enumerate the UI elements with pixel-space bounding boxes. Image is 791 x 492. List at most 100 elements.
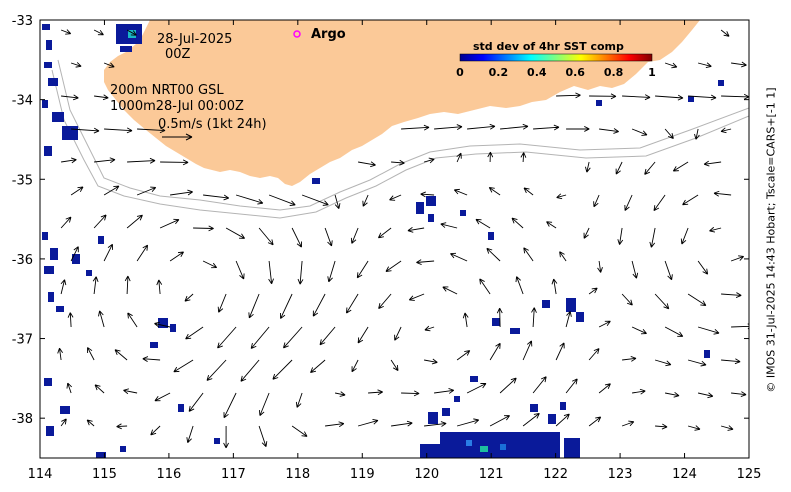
current-vector <box>467 123 496 130</box>
current-vector <box>327 260 336 283</box>
x-tick-label: 122 <box>543 467 568 482</box>
current-vector <box>720 127 732 134</box>
current-vector <box>170 189 193 196</box>
current-vector <box>489 342 501 361</box>
current-vector <box>103 62 115 68</box>
current-vector <box>357 326 369 344</box>
current-vector <box>664 128 674 139</box>
current-vector <box>154 321 171 328</box>
current-vector <box>420 191 435 198</box>
current-vector <box>94 94 109 101</box>
current-vector <box>389 194 402 201</box>
current-vector <box>593 194 600 208</box>
current-vector <box>621 420 635 427</box>
current-vector <box>615 161 623 175</box>
current-vector <box>487 151 494 163</box>
x-tick-label: 120 <box>414 467 439 482</box>
current-vector <box>335 391 346 397</box>
x-tick-label: 116 <box>156 467 181 482</box>
current-vector <box>385 260 402 272</box>
current-vector <box>456 418 480 427</box>
x-tick-label: 119 <box>350 467 375 482</box>
current-vector <box>291 425 308 437</box>
current-vector <box>291 227 302 248</box>
current-vector <box>621 293 633 306</box>
land-mass <box>40 20 700 186</box>
credit-text: © IMOS 31-Jul-2025 14:43 Hobart; Tscale=… <box>764 87 778 393</box>
current-vector <box>390 359 399 372</box>
current-vector <box>357 418 379 427</box>
current-vector <box>664 326 684 337</box>
current-vector <box>631 260 639 279</box>
current-vector <box>310 359 326 374</box>
current-vector <box>394 326 402 341</box>
sst-high-variance <box>128 30 506 452</box>
current-vector <box>202 260 218 269</box>
current-vector <box>127 312 138 328</box>
current-vector <box>324 227 333 247</box>
current-vector <box>682 194 699 206</box>
current-vector <box>137 127 166 134</box>
current-vector <box>499 377 517 394</box>
current-vector <box>565 378 578 394</box>
current-vector <box>703 160 722 167</box>
current-vector <box>589 93 617 100</box>
x-tick-label: 114 <box>28 467 53 482</box>
current-vector <box>70 62 82 68</box>
current-vector <box>156 279 163 295</box>
y-axis: -33 -34 -35 -36 -37 -38 <box>12 14 749 427</box>
colorbar-gradient <box>459 53 653 62</box>
current-vector <box>250 326 270 349</box>
current-vector <box>644 161 656 175</box>
current-vector <box>169 251 184 262</box>
current-vector <box>93 29 104 36</box>
current-vector <box>186 425 194 443</box>
credit-container: © IMOS 31-Jul-2025 14:43 Hobart; Tscale=… <box>756 20 786 460</box>
current-vector <box>283 326 303 349</box>
current-vector <box>456 350 471 361</box>
current-vector <box>665 391 680 398</box>
current-vector <box>258 425 268 447</box>
sst-stddev-patches <box>42 24 724 458</box>
current-vector <box>368 389 383 396</box>
current-vector <box>713 190 732 197</box>
current-vector <box>511 217 524 229</box>
current-vector <box>98 310 105 328</box>
current-vector <box>223 392 237 419</box>
current-vector <box>664 260 673 281</box>
current-vector <box>223 425 229 449</box>
date-label: 28-Jul-2025 <box>157 32 232 47</box>
current-vector <box>730 255 745 262</box>
current-vector <box>240 359 260 382</box>
current-vector <box>697 62 712 69</box>
current-vector <box>136 244 149 262</box>
scale-vector-arrow <box>162 133 193 141</box>
current-vector <box>453 188 468 196</box>
current-vector <box>532 376 547 394</box>
current-vector <box>515 276 524 295</box>
current-vector <box>217 326 237 349</box>
x-tick-label: 121 <box>479 467 504 482</box>
y-tick-label: -37 <box>12 333 33 348</box>
current-vector <box>225 227 245 239</box>
current-vector <box>654 359 672 367</box>
current-vector <box>556 193 567 200</box>
current-vector <box>93 214 107 229</box>
current-vector <box>598 320 611 328</box>
current-vector <box>672 161 689 172</box>
current-vector <box>358 161 376 168</box>
current-vector <box>160 159 189 166</box>
current-vector <box>720 29 730 37</box>
y-tick-label: -35 <box>12 173 33 188</box>
current-vector <box>488 187 501 196</box>
current-vector <box>334 194 341 209</box>
current-vector <box>597 260 603 273</box>
current-vector <box>66 382 73 394</box>
time-label: 00Z <box>165 47 191 62</box>
current-vector <box>617 227 624 245</box>
current-vector <box>401 124 430 131</box>
x-axis: 114 115 116 117 118 119 120 121 122 123 124 125 <box>28 20 761 482</box>
current-vector <box>61 94 79 101</box>
current-vector <box>423 157 435 164</box>
current-vector <box>424 325 435 332</box>
